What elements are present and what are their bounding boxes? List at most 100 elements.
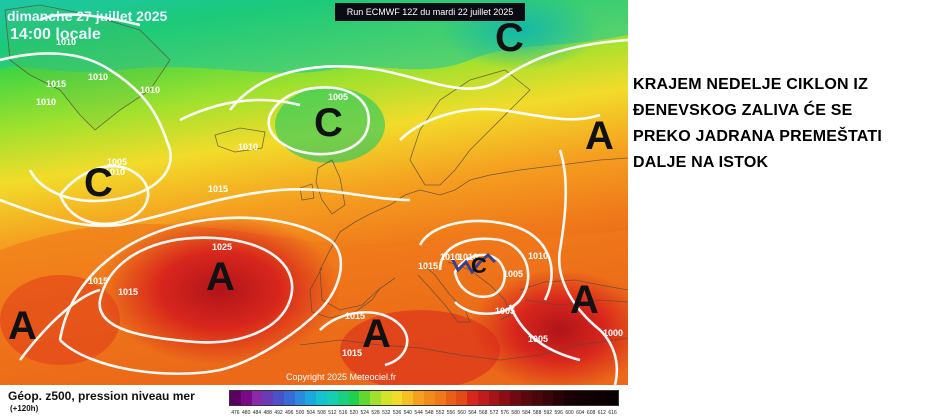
scale-tick-label: 548 (425, 410, 434, 416)
isobar-label: 1005 (495, 306, 516, 316)
scale-swatch (553, 391, 565, 405)
scale-tick-label: 512 (328, 410, 337, 416)
scale-tick-label: 560 (458, 410, 467, 416)
scale-swatch (521, 391, 533, 405)
color-scale (229, 390, 619, 406)
high-pressure-center: A (206, 255, 235, 299)
scale-swatch (564, 391, 576, 405)
isobar-label: 1015 (88, 276, 109, 286)
isobar-label: 1010 (458, 252, 479, 262)
scale-swatch (607, 391, 619, 405)
isobar-label: 1005 (503, 269, 524, 279)
isobar-label: 1015 (418, 261, 439, 271)
scale-tick-label: 588 (533, 410, 542, 416)
legend-subtitle: (+120h) (10, 404, 39, 413)
isobar-label: 1015 (208, 184, 229, 194)
scale-tick-label: 572 (490, 410, 499, 416)
scale-tick-label: 544 (414, 410, 423, 416)
weather-map: 1010 1010 1010 1005 1010 1015 1010 1005 … (0, 0, 628, 385)
legend-title: Géop. z500, pression niveau mer (8, 389, 195, 403)
scale-swatch (348, 391, 360, 405)
scale-swatch (510, 391, 522, 405)
isobar-label: 1000 (603, 328, 624, 338)
isobar-label: 1005 (107, 157, 128, 167)
isobar-label: 1010 (56, 37, 77, 47)
high-pressure-center: A (362, 312, 391, 356)
copyright: Copyright 2025 Meteociel.fr (286, 372, 397, 382)
scale-tick-label: 600 (565, 410, 574, 416)
scale-tick-label: 592 (544, 410, 553, 416)
scale-tick-label: 480 (242, 410, 251, 416)
scale-tick-label: 576 (501, 410, 510, 416)
scale-swatch (424, 391, 436, 405)
model-run-label: Run ECMWF 12Z du mardi 22 juillet 2025 (335, 3, 525, 21)
scale-swatch (456, 391, 468, 405)
scale-swatch (402, 391, 414, 405)
scale-tick-label: 536 (393, 410, 402, 416)
scale-tick-label: 488 (264, 410, 273, 416)
isobar-label: 1010 (88, 72, 109, 82)
scale-swatch (305, 391, 317, 405)
scale-swatch (316, 391, 328, 405)
scale-swatch (327, 391, 339, 405)
scale-swatch (370, 391, 382, 405)
forecast-date: dimanche 27 juillet 2025 (7, 8, 168, 24)
color-scale-ticks: 476 480 484 488 492 496 500 504 508 512 516 520 524 5… (231, 410, 617, 416)
scale-tick-label: 520 (350, 410, 359, 416)
scale-swatch (230, 391, 242, 405)
cyclone-track (450, 252, 497, 275)
high-pressure-center: A (585, 114, 614, 158)
scale-swatch (488, 391, 500, 405)
scale-tick-label: 604 (576, 410, 585, 416)
scale-swatch (413, 391, 425, 405)
scale-swatch (359, 391, 371, 405)
forecast-time: 14:00 locale (10, 26, 101, 43)
high-pressure-center: A (570, 278, 599, 322)
scale-swatch (337, 391, 350, 405)
scale-swatch (477, 391, 490, 405)
scale-tick-label: 532 (382, 410, 391, 416)
isobar-label: 1010 (36, 97, 57, 107)
isobar-label: 1025 (212, 242, 233, 252)
isobar-label: 1015 (342, 348, 363, 358)
scale-tick-label: 596 (555, 410, 564, 416)
scale-swatch (434, 391, 447, 405)
isobar-label: 1015 (345, 311, 366, 321)
scale-swatch (240, 391, 253, 405)
scale-swatch (531, 391, 544, 405)
scale-tick-label: 556 (447, 410, 456, 416)
scale-tick-label: 616 (608, 410, 617, 416)
scale-tick-label: 580 (511, 410, 520, 416)
scale-tick-label: 476 (231, 410, 240, 416)
caption-text: KRAJEM NEDELJE CIKLON IZ ĐENEVSKOG ZALIV… (633, 76, 882, 171)
scale-swatch (499, 391, 511, 405)
scale-tick-label: 584 (522, 410, 531, 416)
isobar-label: 1010 (440, 252, 461, 262)
scale-tick-label: 500 (296, 410, 305, 416)
scale-tick-label: 484 (253, 410, 262, 416)
scale-swatch (283, 391, 296, 405)
isobar-label: 1005 (328, 92, 349, 102)
scale-swatch (391, 391, 403, 405)
isobar-label: 1010 (528, 251, 549, 261)
scale-tick-label: 608 (587, 410, 596, 416)
isobar-label: 1015 (46, 79, 67, 89)
scale-tick-label: 564 (468, 410, 477, 416)
scale-tick-label: 552 (436, 410, 445, 416)
scale-swatch (273, 391, 285, 405)
scale-swatch (251, 391, 263, 405)
low-pressure-center: C (84, 161, 113, 205)
high-pressure-center: A (8, 304, 37, 348)
scale-swatch (445, 391, 457, 405)
isobar-label: 1015 (118, 287, 139, 297)
low-pressure-center: C (471, 253, 487, 278)
scale-tick-label: 524 (361, 410, 370, 416)
isobar-label: 1010 (140, 85, 161, 95)
scale-tick-label: 612 (598, 410, 607, 416)
isobar-label: 1010 (238, 142, 259, 152)
scale-tick-label: 492 (274, 410, 283, 416)
scale-tick-label: 568 (479, 410, 488, 416)
scale-swatch (596, 391, 608, 405)
scale-tick-label: 516 (339, 410, 348, 416)
scale-tick-label: 540 (404, 410, 413, 416)
